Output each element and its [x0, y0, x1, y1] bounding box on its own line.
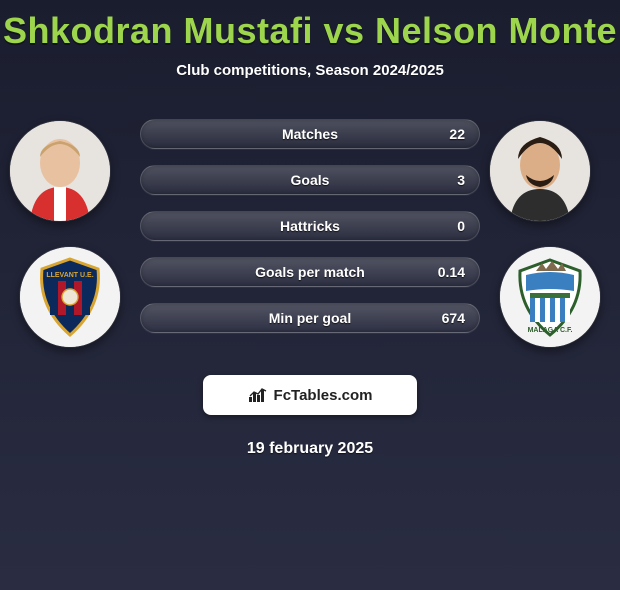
player-right-icon [490, 121, 590, 221]
page-title: Shkodran Mustafi vs Nelson Monte [0, 10, 620, 52]
subtitle: Club competitions, Season 2024/2025 [0, 62, 620, 79]
player-right-avatar [490, 121, 590, 221]
brand-label: FcTables.com [274, 387, 373, 404]
stat-label: Min per goal [269, 310, 351, 326]
date-label: 19 february 2025 [0, 440, 620, 458]
comparison-area: LLEVANT U.E. [0, 109, 620, 369]
stat-row-goals: Goals 3 [140, 165, 480, 195]
stat-label: Hattricks [280, 218, 340, 234]
svg-text:LLEVANT U.E.: LLEVANT U.E. [46, 272, 93, 279]
stat-row-hattricks: Hattricks 0 [140, 211, 480, 241]
stat-label: Matches [282, 126, 338, 142]
brand-badge: FcTables.com [203, 375, 417, 415]
stat-right-value: 0.14 [438, 264, 465, 280]
stat-rows: Matches 22 Goals 3 Hattricks 0 Goals per… [140, 119, 480, 349]
player-left-icon [10, 121, 110, 221]
club-left-badge: LLEVANT U.E. [20, 247, 120, 347]
stat-right-value: 3 [457, 172, 465, 188]
stat-label: Goals per match [255, 264, 365, 280]
stat-right-value: 0 [457, 218, 465, 234]
levante-crest-icon: LLEVANT U.E. [20, 247, 120, 347]
player-left-avatar [10, 121, 110, 221]
stat-right-value: 22 [449, 126, 465, 142]
stat-right-value: 674 [442, 310, 465, 326]
stat-row-matches: Matches 22 [140, 119, 480, 149]
club-right-badge: MALAGA C.F. [500, 247, 600, 347]
bars-icon [248, 387, 268, 403]
stat-row-mpg: Min per goal 674 [140, 303, 480, 333]
stat-row-gpm: Goals per match 0.14 [140, 257, 480, 287]
stat-label: Goals [291, 172, 330, 188]
svg-text:MALAGA C.F.: MALAGA C.F. [528, 327, 573, 334]
malaga-crest-icon: MALAGA C.F. [500, 247, 600, 347]
